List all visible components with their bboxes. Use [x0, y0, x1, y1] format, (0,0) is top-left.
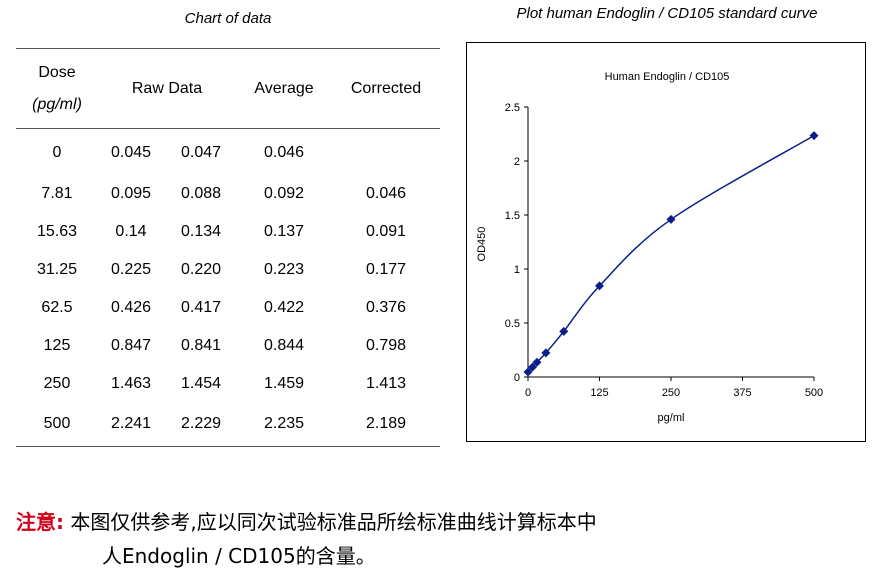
data-point	[523, 367, 533, 377]
cell-raw-1: 1.463	[110, 375, 152, 392]
cell-raw-2: 0.417	[180, 299, 222, 316]
cell-corrected: 0.798	[365, 337, 407, 354]
cell-raw-1: 2.241	[110, 415, 152, 432]
data-point	[666, 214, 676, 224]
x-axis-label: pg/ml	[658, 412, 685, 424]
y-tick-label: 2.5	[505, 102, 520, 114]
header-dose: Dose	[38, 64, 76, 81]
cell-corrected: 0.177	[365, 261, 407, 278]
cell-raw-2: 0.047	[180, 144, 222, 161]
table-top-rule	[16, 48, 440, 49]
cell-average: 0.092	[263, 185, 305, 202]
cell-dose: 500	[43, 415, 71, 432]
note-text-line1: 本图仅供参考,应以同次试验标准品所绘标准曲线计算标本中	[70, 510, 597, 534]
cell-dose: 250	[43, 375, 71, 392]
cell-raw-2: 1.454	[180, 375, 222, 392]
table-title: Chart of data	[184, 10, 272, 27]
header-dose-unit: (pg/ml)	[32, 96, 82, 113]
y-tick-label: 2	[514, 156, 520, 168]
cell-raw-1: 0.045	[110, 144, 152, 161]
cell-corrected: 1.413	[365, 375, 407, 392]
cell-average: 1.459	[263, 375, 305, 392]
cell-dose: 62.5	[41, 299, 73, 316]
y-tick-label: 0	[514, 372, 520, 384]
x-tick-label: 0	[525, 387, 531, 399]
cell-average: 0.046	[263, 144, 305, 161]
cell-raw-1: 0.095	[110, 185, 152, 202]
cell-corrected: 2.189	[365, 415, 407, 432]
data-point	[541, 348, 551, 358]
header-raw-data: Raw Data	[131, 80, 203, 97]
cell-raw-1: 0.14	[115, 223, 147, 240]
x-tick-label: 125	[590, 387, 608, 399]
cell-corrected: 0.046	[365, 185, 407, 202]
cell-dose: 7.81	[41, 185, 73, 202]
y-tick-label: 1	[514, 264, 520, 276]
chart-title: Human Endoglin / CD105	[605, 71, 730, 83]
table-bottom-rule	[16, 446, 440, 447]
x-tick-label: 250	[662, 387, 680, 399]
y-axis-label: OD450	[476, 227, 488, 262]
cell-raw-2: 0.088	[180, 185, 222, 202]
data-point	[532, 357, 542, 367]
standard-curve-chart: Human Endoglin / CD105 OD450 pg/ml 0 0.5 1…	[476, 71, 823, 424]
series-curve	[527, 134, 815, 373]
note-label: 注意:	[16, 510, 64, 534]
cell-corrected: 0.091	[365, 223, 407, 240]
cell-dose: 31.25	[36, 261, 78, 278]
header-average: Average	[254, 80, 314, 97]
x-tick-label: 500	[805, 387, 823, 399]
cell-dose: 15.63	[36, 223, 78, 240]
x-tick-label: 375	[733, 387, 751, 399]
cell-raw-1: 0.847	[110, 337, 152, 354]
data-point	[595, 281, 604, 291]
cell-raw-2: 0.841	[180, 337, 222, 354]
data-point	[809, 131, 819, 141]
data-point	[559, 326, 569, 336]
cell-dose: 125	[43, 337, 71, 354]
chart-panel: Human Endoglin / CD105 OD450 pg/ml 0 0.5 1…	[466, 42, 866, 442]
cell-dose: 0	[52, 144, 62, 161]
note: 注意: 本图仅供参考,应以同次试验标准品所绘标准曲线计算标本中 人Endogli…	[16, 505, 597, 573]
cell-average: 0.422	[263, 299, 305, 316]
cell-raw-1: 0.225	[110, 261, 152, 278]
note-text-line2: 人Endoglin / CD105的含量。	[102, 544, 376, 568]
cell-average: 2.235	[263, 415, 305, 432]
chart-caption: Plot human Endoglin / CD105 standard cur…	[516, 5, 818, 22]
y-tick-label: 1.5	[505, 210, 520, 222]
table-header-rule	[16, 128, 440, 129]
cell-average: 0.844	[263, 337, 305, 354]
cell-corrected: 0.376	[365, 299, 407, 316]
cell-average: 0.223	[263, 261, 305, 278]
data-point	[527, 362, 537, 372]
y-tick-label: 0.5	[505, 318, 520, 330]
cell-raw-2: 0.134	[180, 223, 222, 240]
cell-raw-1: 0.426	[110, 299, 152, 316]
header-corrected: Corrected	[350, 80, 422, 97]
cell-average: 0.137	[263, 223, 305, 240]
cell-raw-2: 0.220	[180, 261, 222, 278]
cell-raw-2: 2.229	[180, 415, 222, 432]
